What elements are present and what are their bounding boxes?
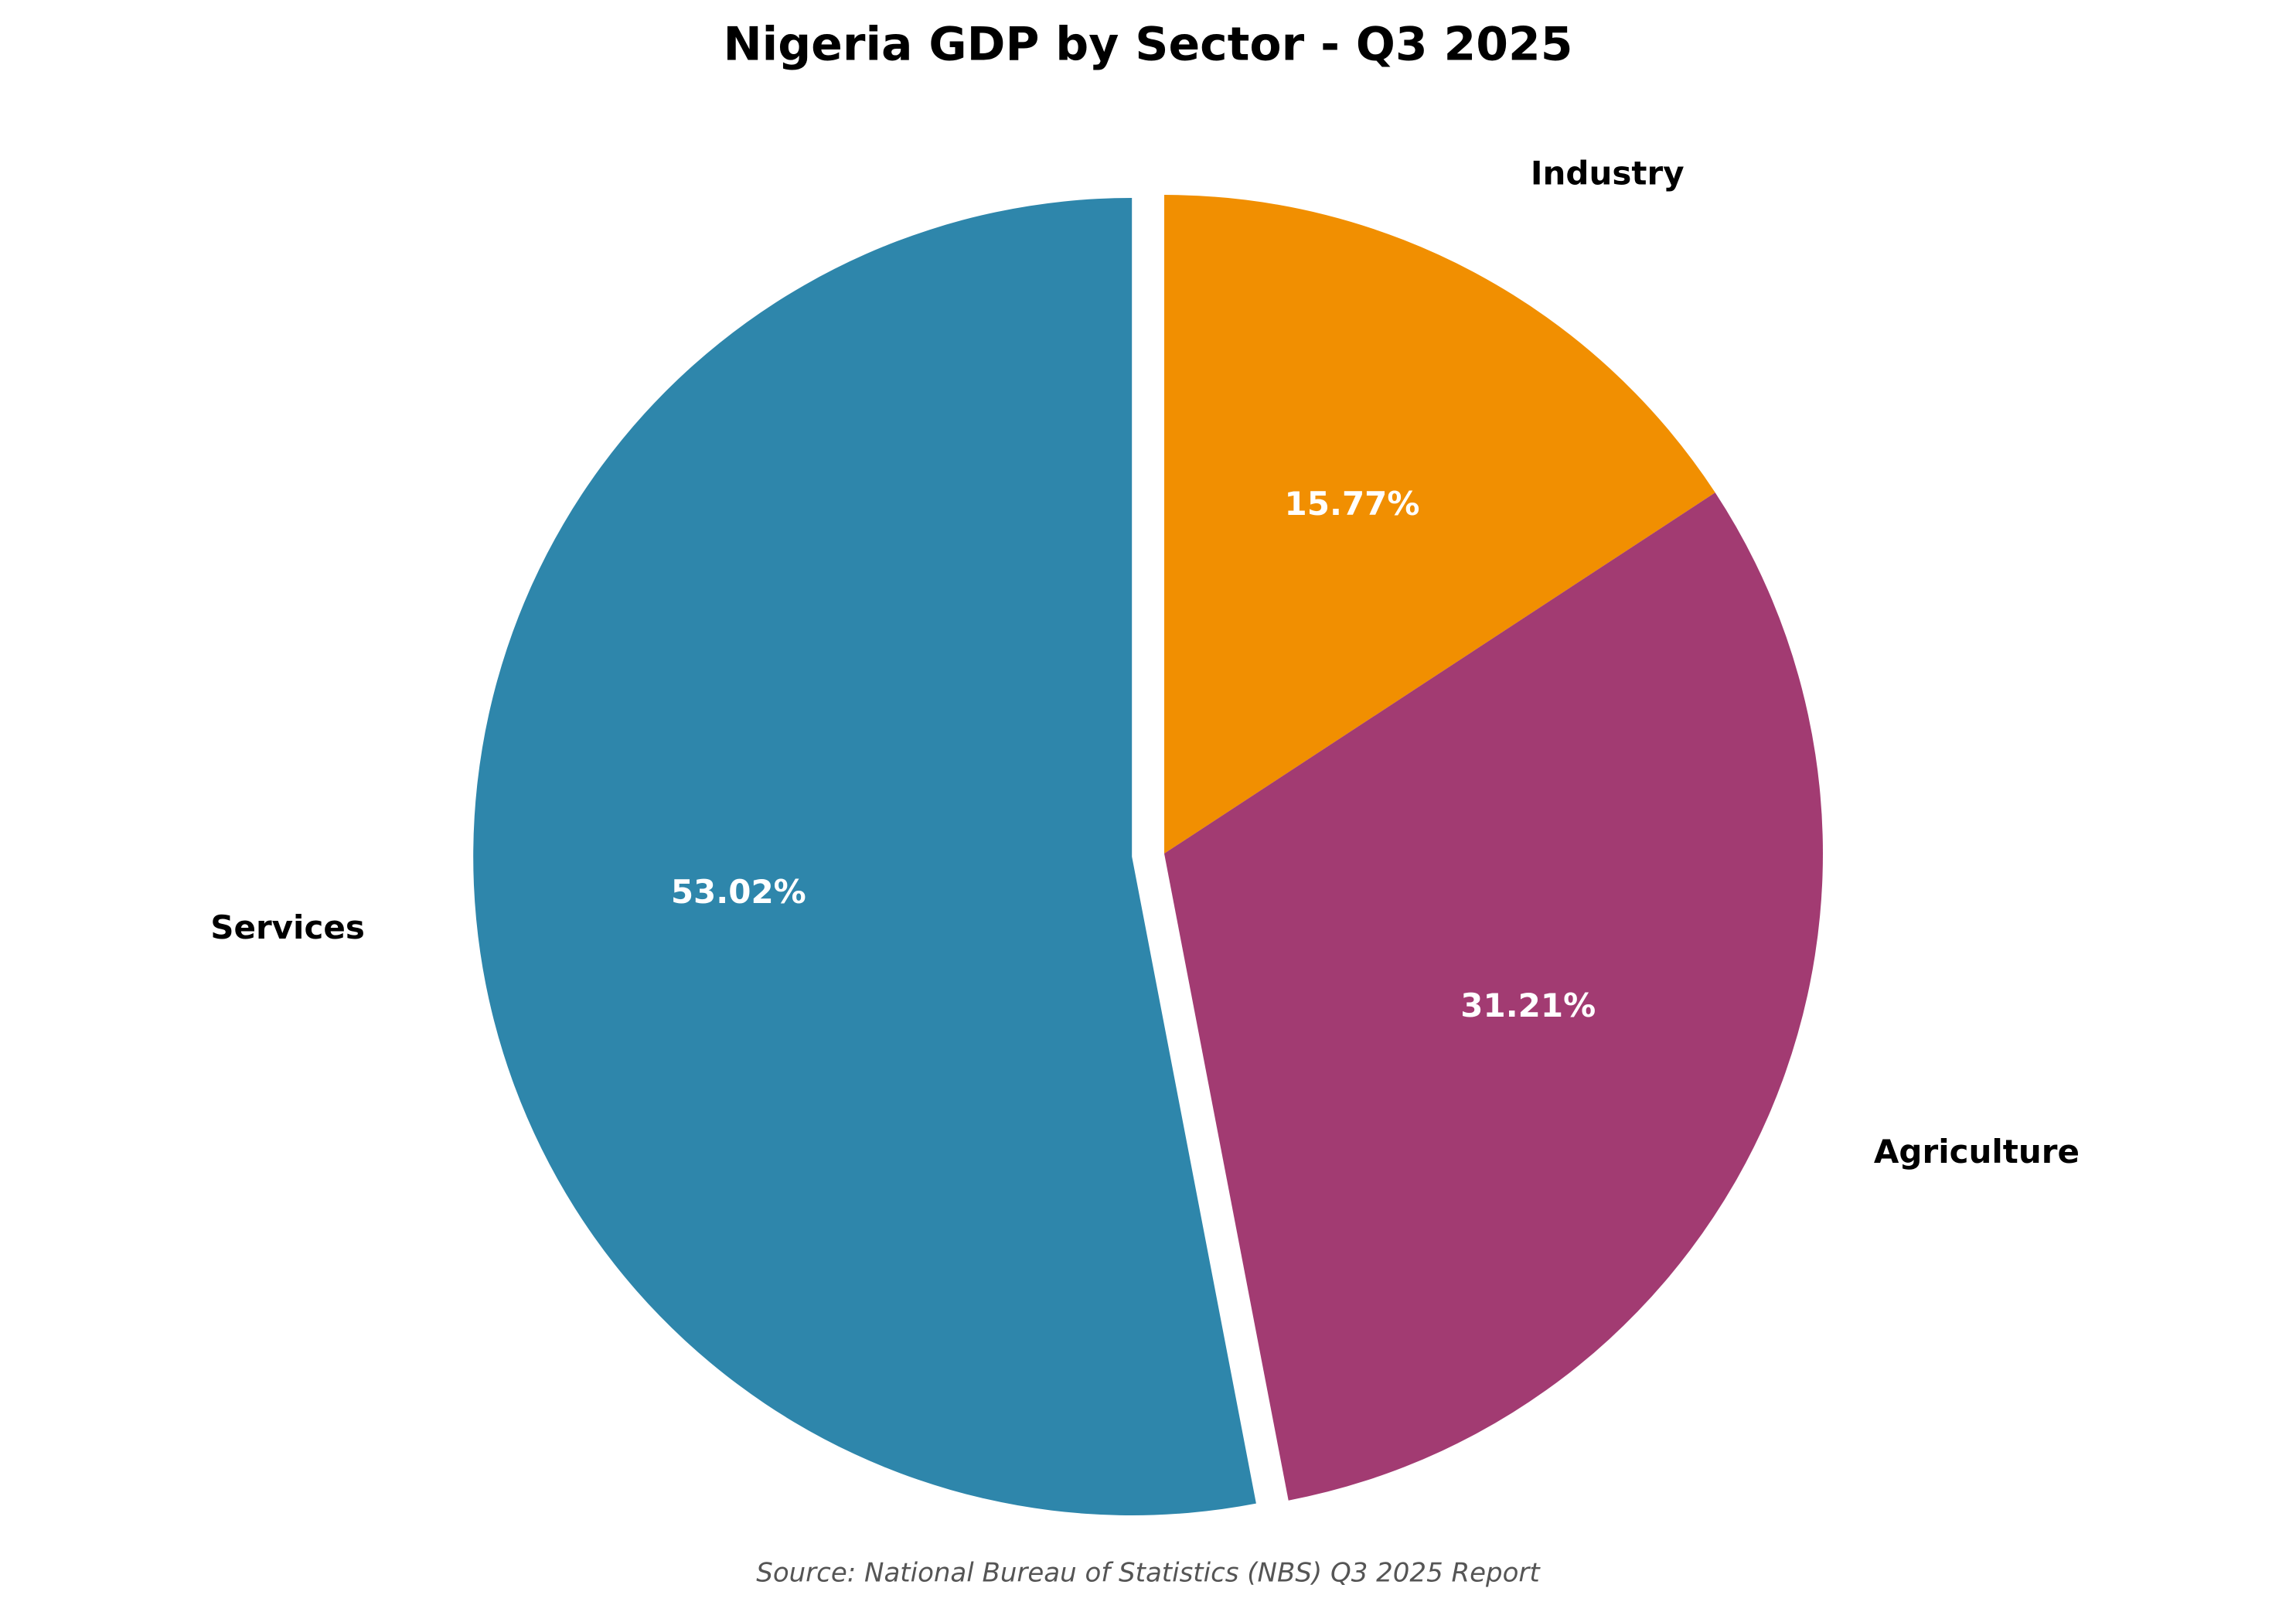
pie-slice — [1164, 492, 1823, 1501]
slice-label: Services — [210, 908, 365, 946]
slice-label: Industry — [1531, 155, 1685, 193]
pie: Industry 15.77% Agriculture 31.21% Services 5… — [210, 155, 2080, 1515]
pie-slice — [473, 197, 1256, 1515]
percent-label: 31.21% — [1460, 987, 1596, 1024]
pie-slice — [1164, 195, 1715, 854]
percent-label: 53.02% — [671, 873, 806, 911]
chart-title: Nigeria GDP by Sector - Q3 2025 — [723, 18, 1572, 72]
percent-label: 15.77% — [1285, 485, 1420, 523]
source-note: Source: National Bureau of Statistics (N… — [756, 1558, 1541, 1589]
slice-label: Agriculture — [1874, 1133, 2080, 1171]
